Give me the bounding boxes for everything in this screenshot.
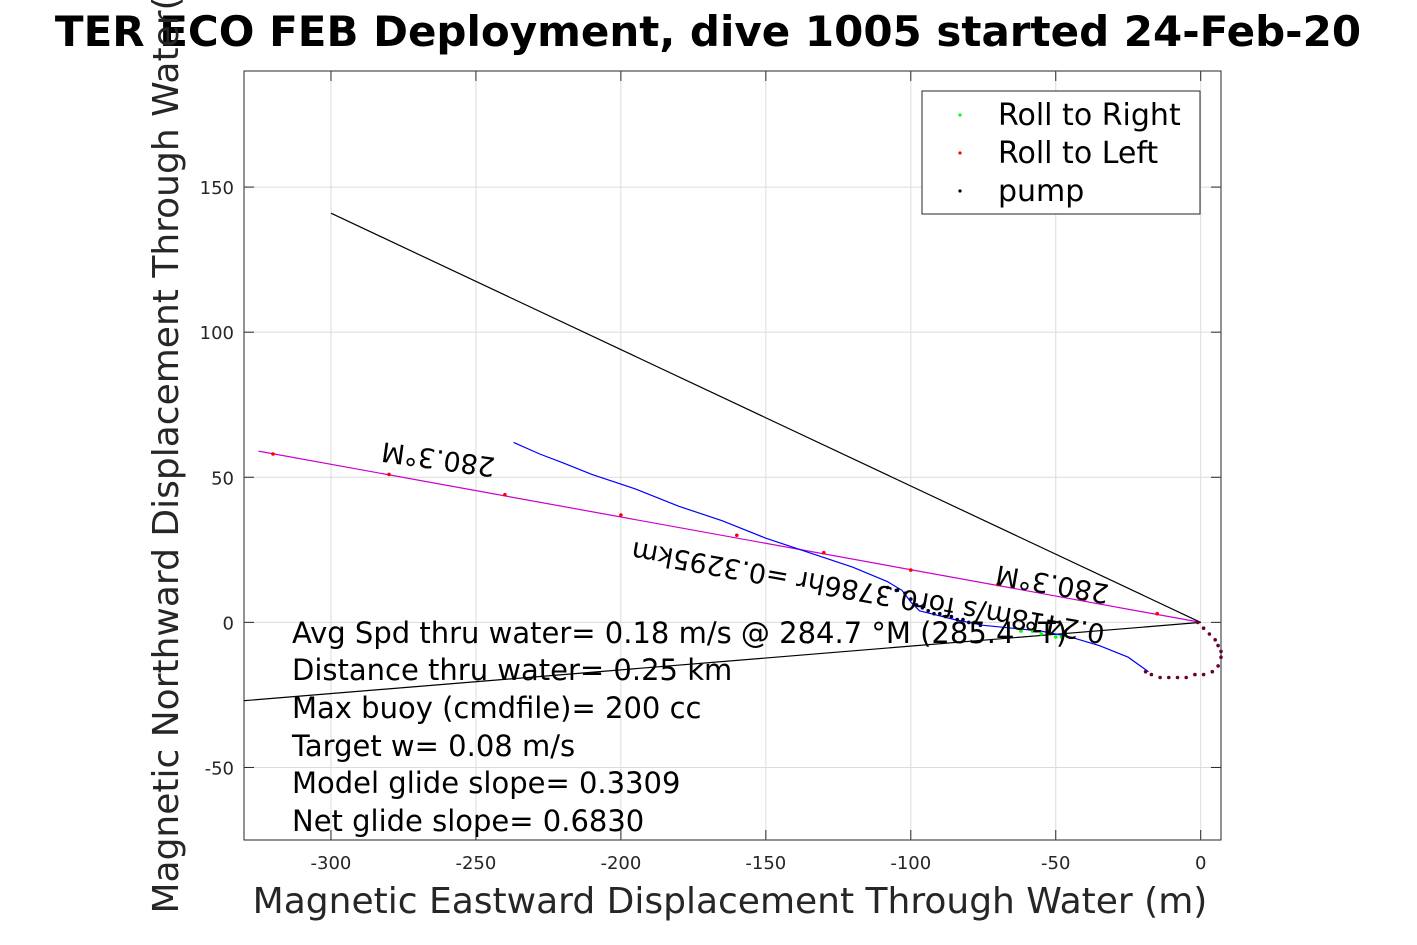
annotation-target-w: Target w= 0.08 m/s — [291, 729, 575, 763]
pump-near-point — [938, 611, 942, 616]
x-tick-label: -150 — [745, 853, 786, 874]
roll-left-line-point — [503, 492, 507, 497]
pump-near-point — [967, 620, 971, 625]
x-tick-label: -100 — [890, 853, 931, 874]
current-line-series — [330, 212, 1201, 623]
roll-left-line-point — [1155, 611, 1159, 616]
x-tick-label: 0 — [1195, 853, 1206, 874]
pump-loop-point — [1143, 669, 1148, 674]
y-tick-label: 0 — [223, 613, 234, 634]
pump-loop-point — [1219, 649, 1223, 654]
pump-loop-point — [1216, 664, 1220, 668]
pump-near-point — [943, 614, 948, 619]
pump-loop-point — [1201, 626, 1206, 630]
pump-loop-point — [1196, 620, 1200, 625]
roll-right-point — [1019, 629, 1023, 633]
x-tick-label: -300 — [311, 853, 352, 874]
roll-left-line-point — [822, 550, 826, 555]
roll-right-point — [1059, 635, 1064, 639]
roll-left-line-point — [619, 513, 623, 517]
annotation-distance: Distance thru water= 0.25 km — [292, 653, 732, 687]
legend-label-pump: pump — [998, 174, 1084, 209]
roll-right-point — [1039, 632, 1044, 636]
pump-loop-point — [1175, 675, 1180, 680]
data-markers — [271, 452, 1223, 680]
pump-loop-point — [1149, 672, 1154, 677]
pump-loop-point — [1158, 675, 1162, 680]
pump-loop-point — [1216, 643, 1220, 648]
roll-right-point — [1030, 629, 1035, 633]
roll-left-line-point — [1082, 597, 1087, 601]
chart-title: TER ECO FEB Deployment, dive 1005 starte… — [55, 7, 1361, 56]
legend-marker-pump — [958, 189, 962, 193]
tick-labels: -300 -250 -200 -150 -100 -50 0 -50 0 50 100 150 — [200, 178, 1207, 874]
legend-marker-roll-left — [958, 151, 962, 155]
pump-near-point — [932, 611, 936, 616]
annotation-avg-speed: Avg Spd thru water= 0.18 m/s @ 284.7 °M … — [292, 616, 1067, 650]
pump-near-point — [909, 597, 913, 601]
pump-loop-point — [1167, 675, 1171, 680]
pump-near-point — [894, 588, 899, 593]
pump-near-point — [903, 591, 907, 596]
pump-near-point — [914, 603, 919, 607]
pump-near-point — [955, 617, 959, 622]
legend-marker-roll-right — [958, 113, 962, 117]
roll-left-line-point — [996, 582, 1000, 587]
roll-left-line-point — [387, 472, 391, 477]
roll-right-point — [1048, 632, 1052, 636]
y-tick-label: 150 — [200, 178, 234, 199]
x-tick-label: -50 — [1041, 853, 1070, 874]
pump-loop-point — [1184, 675, 1188, 680]
pump-loop-point — [1210, 669, 1215, 674]
legend-box — [921, 90, 1201, 215]
y-tick-label: -50 — [205, 758, 234, 779]
annotation-block: Avg Spd thru water= 0.18 m/s @ 284.7 °M … — [291, 616, 1067, 838]
pump-near-point — [972, 620, 977, 625]
y-axis-label: Magnetic Northward Displacement Through … — [146, 0, 187, 914]
pump-near-point — [961, 617, 965, 622]
legend-label-roll-right: Roll to Right — [998, 98, 1181, 133]
x-axis-label: Magnetic Eastward Displacement Through W… — [253, 881, 1208, 922]
pump-loop-point — [1207, 632, 1212, 636]
y-tick-label: 100 — [200, 323, 234, 344]
x-tick-label: -200 — [600, 853, 641, 874]
x-tick-label: -250 — [455, 853, 496, 874]
legend: Roll to Right Roll to Left pump — [921, 90, 1201, 215]
roll-left-line-point — [735, 533, 739, 538]
annotation-max-buoy: Max buoy (cmdfile)= 200 cc — [292, 691, 701, 725]
grid — [244, 71, 1221, 840]
annotation-model-glide: Model glide slope= 0.3309 — [292, 766, 680, 800]
pump-near-point — [949, 614, 954, 619]
pump-near-point — [920, 606, 925, 610]
roll-left-line-point — [909, 568, 913, 572]
pump-loop-point — [1201, 672, 1206, 677]
pump-loop-point — [1193, 672, 1197, 677]
y-tick-label: 50 — [211, 468, 234, 489]
pump-near-point — [978, 623, 983, 628]
roll-left-line-point — [271, 452, 275, 456]
heading-line-series — [258, 450, 1201, 623]
annotation-net-glide: Net glide slope= 0.6830 — [292, 804, 644, 838]
roll-right-point — [1054, 635, 1058, 639]
pump-near-point — [926, 609, 930, 613]
pump-near-point — [885, 585, 890, 590]
pump-loop-point — [1213, 638, 1217, 642]
legend-label-roll-left: Roll to Left — [998, 136, 1158, 171]
pump-loop-point — [1219, 655, 1223, 659]
